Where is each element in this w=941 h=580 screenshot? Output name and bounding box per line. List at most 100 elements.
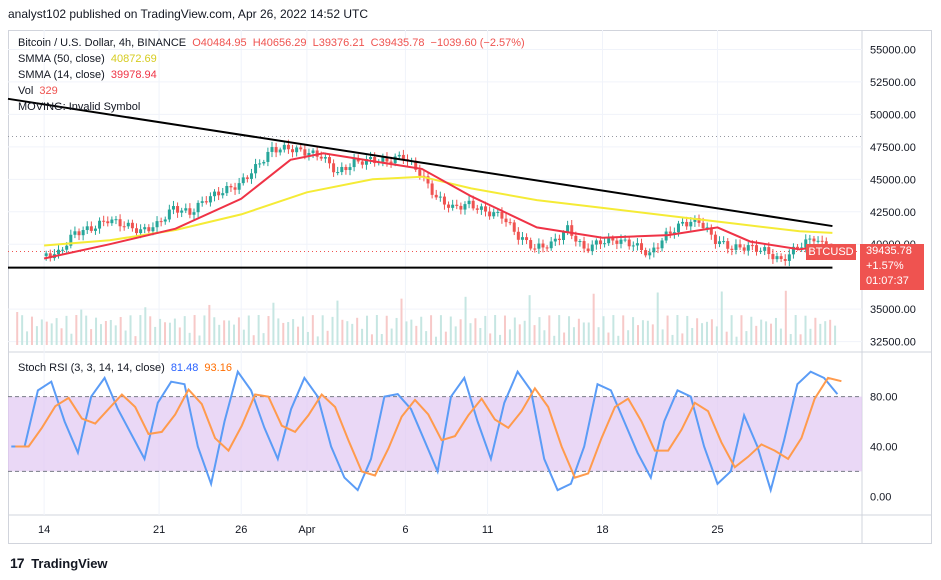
vol-label: Vol xyxy=(18,85,34,97)
candle-body xyxy=(640,243,644,251)
volume-bar xyxy=(188,332,191,345)
time-tick-label: 21 xyxy=(153,524,165,536)
candle-body xyxy=(98,220,102,229)
candle-body xyxy=(65,245,69,250)
price-tick-label: 32500.00 xyxy=(870,337,916,349)
candle-body xyxy=(323,157,327,159)
candle-body xyxy=(44,253,48,256)
volume-bar xyxy=(484,315,487,345)
volume-bar xyxy=(40,319,43,345)
volume-bar xyxy=(262,333,265,345)
candle-body xyxy=(155,221,159,228)
volume-bar xyxy=(70,333,73,345)
rsi-k-value: 81.48 xyxy=(170,362,199,374)
volume-bar xyxy=(385,315,388,345)
candle-body xyxy=(488,211,492,217)
candle-body xyxy=(623,239,627,241)
volume-bar xyxy=(168,322,171,345)
candle-body xyxy=(619,239,623,244)
moving-label: MOVING: Invalid Symbol xyxy=(18,101,141,113)
candle-body xyxy=(77,231,81,236)
volume-bar xyxy=(242,329,245,345)
volume-bar xyxy=(164,322,167,345)
volume-bar xyxy=(119,316,122,345)
legend-stoch-rsi[interactable]: Stoch RSI (3, 3, 14, 14, close) 81.48 93… xyxy=(18,361,235,375)
volume-bar xyxy=(548,315,551,345)
candle-body xyxy=(796,246,800,249)
legend-sma50[interactable]: SMMA (50, close) 40872.69 xyxy=(18,52,160,66)
candle-body xyxy=(180,210,184,213)
candle-body xyxy=(779,256,783,260)
candle-body xyxy=(574,235,578,242)
candle-body xyxy=(730,248,734,250)
candle-body xyxy=(163,219,167,222)
volume-bar xyxy=(316,336,319,345)
volume-bar xyxy=(26,331,29,345)
volume-bar xyxy=(267,316,270,345)
candle-body xyxy=(327,157,331,164)
volume-bar xyxy=(321,315,324,345)
candle-body xyxy=(520,237,524,240)
candle-body xyxy=(385,157,389,162)
candle-body xyxy=(401,154,405,160)
candle-body xyxy=(607,237,611,244)
legend-moving[interactable]: MOVING: Invalid Symbol xyxy=(18,100,143,114)
volume-bar xyxy=(198,335,201,345)
volume-bar xyxy=(228,320,231,345)
candle-body xyxy=(722,241,726,243)
volume-bar xyxy=(361,328,364,345)
candle-body xyxy=(598,240,602,245)
time-tick-label: 6 xyxy=(402,524,408,536)
volume-bar xyxy=(469,323,472,345)
price-tick-label: 50000.00 xyxy=(870,109,916,121)
candle-body xyxy=(463,204,467,210)
volume-bar xyxy=(257,315,260,345)
rsi-label: Stoch RSI (3, 3, 14, 14, close) xyxy=(18,362,165,374)
volume-bar xyxy=(208,304,211,345)
volume-bar xyxy=(656,292,659,345)
candle-body xyxy=(48,253,52,259)
candle-body xyxy=(414,160,418,170)
legend-volume[interactable]: Vol 329 xyxy=(18,84,61,98)
candle-body xyxy=(759,250,763,252)
candle-body xyxy=(660,240,664,249)
volume-bar xyxy=(592,293,595,345)
volume-bar xyxy=(735,336,738,345)
volume-bar xyxy=(577,318,580,345)
published-line: analyst102 published on TradingView.com,… xyxy=(8,7,369,21)
volume-bar xyxy=(114,325,117,345)
candle-body xyxy=(332,163,336,173)
legend-sma14[interactable]: SMMA (14, close) 39978.94 xyxy=(18,68,160,82)
candle-body xyxy=(447,204,451,208)
volume-bar xyxy=(193,315,196,345)
volume-bar xyxy=(770,323,773,345)
volume-bar xyxy=(676,315,679,345)
volume-bar xyxy=(306,331,309,345)
volume-bar xyxy=(331,316,334,345)
volume-bar xyxy=(568,316,571,345)
volume-bar xyxy=(124,330,127,345)
candle-body xyxy=(295,147,299,153)
tradingview-logo[interactable]: 17 TradingView xyxy=(10,555,108,571)
volume-bar xyxy=(602,316,605,345)
candle-body xyxy=(225,185,229,194)
volume-bar xyxy=(499,334,502,345)
volume-bar xyxy=(725,331,728,345)
candle-body xyxy=(767,247,771,255)
volume-bar xyxy=(351,323,354,345)
volume-bar xyxy=(390,328,393,345)
symbol-label: Bitcoin / U.S. Dollar, 4h, BINANCE xyxy=(18,37,187,49)
candle-body xyxy=(467,200,471,205)
candle-body xyxy=(266,151,270,162)
volume-bar xyxy=(819,323,822,345)
candle-body xyxy=(709,227,713,235)
volume-bar xyxy=(420,316,423,345)
rsi-tick-label: 40.00 xyxy=(870,441,898,453)
volume-bar xyxy=(597,327,600,345)
candle-body xyxy=(475,208,479,210)
volume-bar xyxy=(218,324,221,345)
time-tick-label: 14 xyxy=(38,524,50,536)
candle-body xyxy=(492,212,496,217)
volume-bar xyxy=(430,315,433,345)
